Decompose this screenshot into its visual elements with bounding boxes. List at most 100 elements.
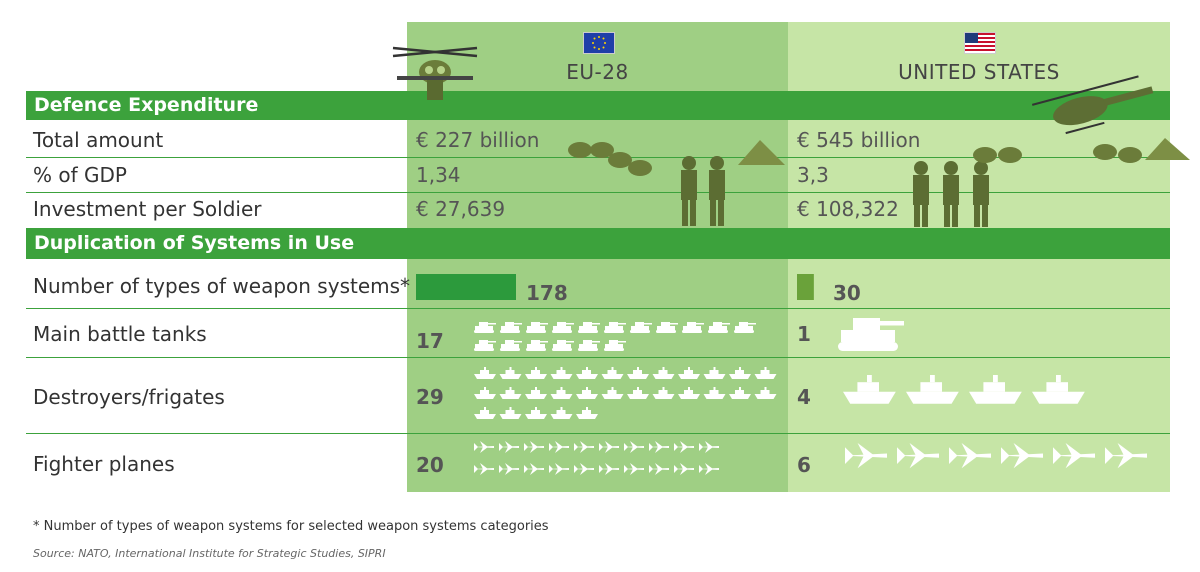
fighter-icon: [845, 443, 887, 469]
fighter-icon: [949, 443, 991, 469]
destroyer-icon: [550, 367, 573, 379]
destroyer-icon: [627, 387, 649, 399]
destroyer-icon: [499, 407, 522, 419]
fighter-icon: [574, 441, 594, 453]
tank-icon: [526, 340, 548, 351]
fighter-icon: [699, 441, 719, 453]
fighter-icon: [524, 441, 544, 453]
destroyer-icon: [576, 387, 598, 399]
soldier-icon: [973, 161, 989, 227]
fighter-icon: [474, 463, 494, 475]
fighter-icon: [1053, 443, 1095, 469]
tank-icon: [656, 322, 678, 333]
eu-destroyers-value: 29: [416, 385, 444, 409]
soldier-icon: [709, 156, 725, 226]
tank-icon: [552, 322, 574, 333]
destroyer-icon: [499, 387, 522, 399]
destroyer-icon: [499, 367, 522, 379]
destroyer-icon: [474, 387, 496, 399]
source-note: Source: NATO, International Institute fo…: [33, 547, 386, 560]
destroyer-icon: [474, 407, 496, 419]
fighter-icon: [1001, 443, 1043, 469]
destroyer-icon: [550, 387, 573, 399]
destroyer-icon: [754, 367, 777, 379]
section-defence-expenditure: Defence Expenditure: [26, 91, 1170, 120]
destroyer-icon: [729, 387, 751, 399]
us-investment-per-soldier: € 108,322: [797, 197, 899, 221]
us-weapon-types-bar: [797, 274, 814, 300]
destroyer-icon: [576, 367, 598, 379]
destroyer-icon: [1032, 375, 1085, 404]
destroyer-icon: [729, 367, 751, 379]
fighter-icon: [649, 463, 669, 475]
eu-investment-per-soldier: € 27,639: [416, 197, 506, 221]
destroyer-icon: [843, 375, 896, 404]
tank-icon: [578, 340, 600, 351]
tank-icon: [526, 322, 548, 333]
soldier-icon: [913, 161, 929, 227]
destroyer-icon: [550, 407, 573, 419]
divider: [26, 192, 1170, 193]
eu-flag-icon: [583, 32, 615, 54]
divider: [26, 433, 1170, 434]
destroyer-icon: [678, 367, 700, 379]
divider: [26, 357, 1170, 358]
fighter-icon: [599, 441, 619, 453]
destroyer-icon: [652, 367, 675, 379]
tank-icon: [682, 322, 704, 333]
helicopter-icon: [1031, 75, 1154, 135]
tank-icon: [604, 322, 626, 333]
tank-icon: [500, 322, 522, 333]
destroyer-icon: [703, 367, 726, 379]
fighter-icon: [549, 441, 569, 453]
row-label-investment-per-soldier: Investment per Soldier: [33, 197, 262, 221]
destroyer-icon: [754, 387, 777, 399]
soldier-icon: [943, 161, 959, 227]
tank-icon: [838, 318, 904, 351]
destroyer-icon: [525, 387, 547, 399]
destroyer-icon: [703, 387, 726, 399]
divider: [26, 308, 1170, 309]
eu-tanks-value: 17: [416, 329, 444, 353]
us-weapon-types-value: 30: [833, 281, 861, 305]
row-label-total-amount: Total amount: [33, 128, 164, 152]
section-duplication: Duplication of Systems in Use: [26, 228, 1170, 259]
fighter-icon: [674, 463, 694, 475]
fighter-icon: [599, 463, 619, 475]
destroyer-icon: [525, 367, 547, 379]
eu-fighters-value: 20: [416, 453, 444, 477]
sandbags-icon: [973, 144, 1142, 163]
us-flag-icon: [964, 32, 996, 54]
tank-icon: [552, 340, 574, 351]
fighter-icon: [499, 441, 519, 453]
us-total-amount: € 545 billion: [797, 128, 921, 152]
soldier-icon: [681, 156, 697, 226]
destroyer-icon: [627, 367, 649, 379]
tank-icon: [734, 322, 756, 333]
eu-total-amount: € 227 billion: [416, 128, 540, 152]
eu-column-title: EU-28: [566, 60, 629, 84]
fighter-icon: [674, 441, 694, 453]
destroyer-icon: [906, 375, 959, 404]
destroyer-icon: [652, 387, 675, 399]
fighter-icon: [474, 441, 494, 453]
category-label: Main battle tanks: [33, 322, 207, 346]
category-label: Destroyers/frigates: [33, 385, 225, 409]
fighter-icon: [624, 441, 644, 453]
destroyer-icon: [474, 367, 496, 379]
sandbags-icon: [568, 142, 652, 176]
fighter-icon: [624, 463, 644, 475]
eu-gdp: 1,34: [416, 163, 461, 187]
tent-icon: [1145, 138, 1190, 160]
tank-icon: [578, 322, 600, 333]
fighter-icon: [499, 463, 519, 475]
fighter-icon: [897, 443, 939, 469]
eu-weapon-types-value: 178: [526, 281, 568, 305]
fighter-icon: [524, 463, 544, 475]
us-gdp: 3,3: [797, 163, 829, 187]
category-label: Fighter planes: [33, 452, 175, 476]
row-label-gdp: % of GDP: [33, 163, 127, 187]
tank-icon: [604, 340, 626, 351]
us-tanks-value: 1: [797, 322, 811, 346]
